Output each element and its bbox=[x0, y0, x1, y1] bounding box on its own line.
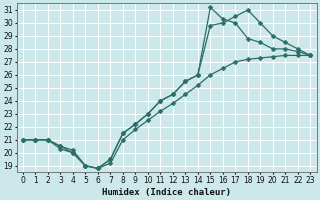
X-axis label: Humidex (Indice chaleur): Humidex (Indice chaleur) bbox=[102, 188, 231, 197]
